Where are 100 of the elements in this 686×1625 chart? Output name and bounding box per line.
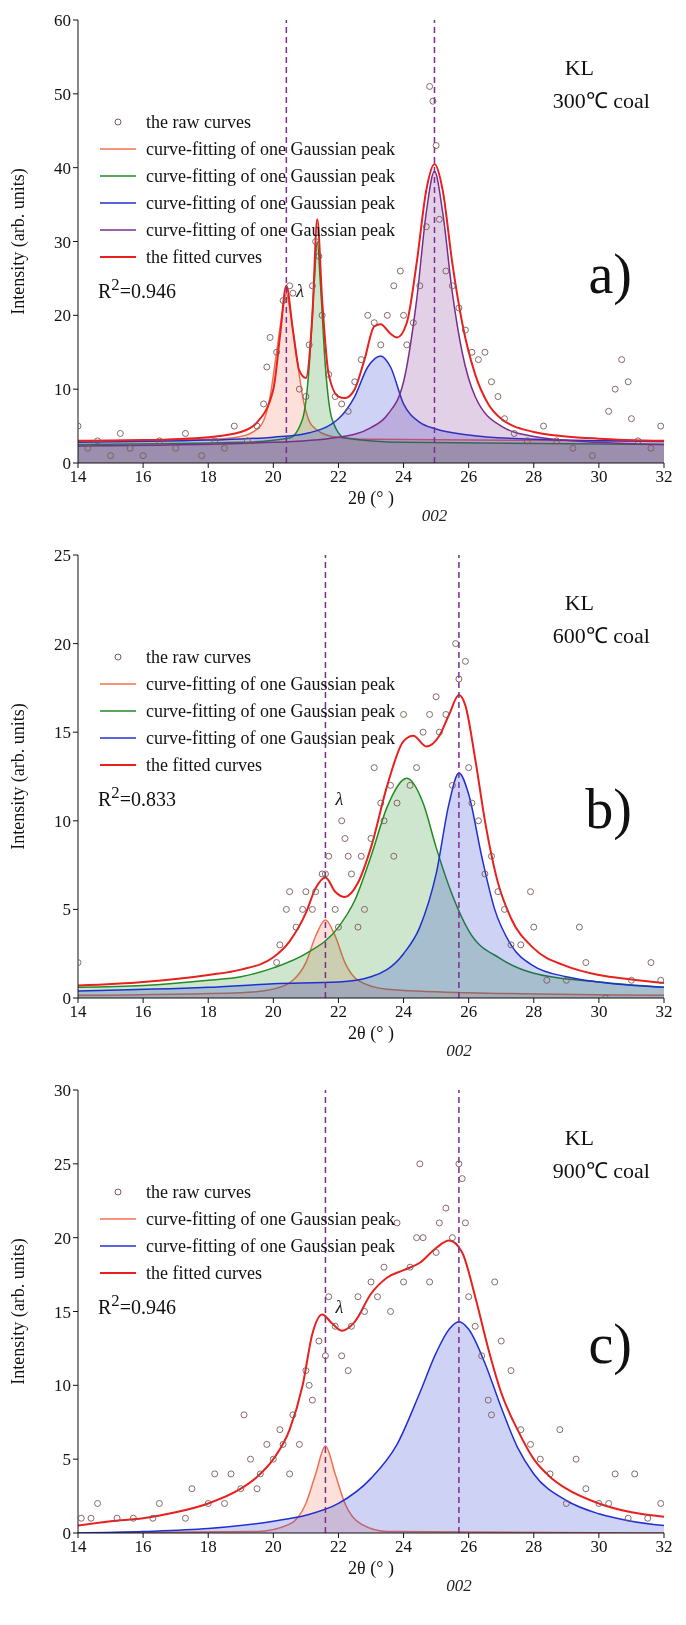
point [452,640,460,648]
point [380,817,388,825]
point [312,888,320,896]
x-tick-label: 26 [460,467,478,487]
point [527,888,534,896]
point [361,905,368,913]
y-tick-label: 30 [54,232,71,252]
x-axis-title: 2θ (° ) [348,1557,394,1579]
x-tick-label: 30 [590,467,608,487]
x-tick-label: 28 [525,1002,543,1022]
legend-label: the raw curves [146,646,251,668]
point [331,905,339,913]
point [286,888,294,896]
annotation: KL [564,55,594,81]
x-tick-label: 32 [655,1537,673,1557]
ref-line-label: λ [295,280,305,301]
x-axis-title: 2θ (° ) [348,1022,394,1044]
point [308,905,316,913]
ref-line-label: λ [334,1296,344,1317]
x-tick-label: 26 [460,1537,478,1557]
point [481,870,489,878]
y-tick-label: 10 [54,1376,71,1396]
annotation: R$^{2}$=0.946 [98,274,176,303]
text: 002 [421,506,448,525]
point [543,976,551,984]
text: 002 [446,1576,473,1595]
y-tick-label: 30 [54,1081,71,1101]
point [387,781,394,789]
y-tick-label: 5 [62,1450,71,1470]
point [575,923,583,931]
y-tick-label: 0 [62,454,71,474]
point [321,870,329,878]
x-tick-label: 16 [134,1537,152,1557]
x-tick-label: 24 [395,1002,413,1022]
annotation: a) [588,241,632,306]
legend-label: curve-fitting of one Gaussian peak [146,165,395,187]
point [494,888,502,896]
point [517,941,525,949]
point [393,799,401,807]
annotation: 600℃ coal [552,622,650,649]
x-tick-label: 22 [329,1002,347,1022]
point [299,905,307,913]
x-tick-label: 14 [69,1002,87,1022]
line-series [78,693,664,987]
point [413,764,421,772]
legend-label: curve-fitting of one Gaussian peak [146,700,395,722]
y-tick-label: 20 [54,1228,71,1248]
point [474,817,482,825]
x-tick-label: 28 [525,1537,543,1557]
annotation: KL [564,590,594,616]
point [501,905,508,913]
x-tick-label: 18 [199,1537,217,1557]
point [400,711,408,718]
y-tick-label: 0 [62,989,71,1009]
y-tick-label: 50 [54,84,71,104]
point [341,835,349,842]
x-axis-title: 2θ (° ) [348,487,394,509]
x-tick-label: 30 [590,1537,608,1557]
ref-line-label: λ [334,788,344,809]
x-tick-label: 24 [395,467,413,487]
point [432,693,440,701]
point [367,835,375,842]
y-tick-label: 20 [54,306,71,326]
point [426,711,434,718]
point [318,870,326,878]
annotation: c) [588,1311,632,1376]
annotation: b) [585,776,632,841]
point [530,923,538,931]
legend-label: curve-fitting of one Gaussian peak [146,673,395,695]
point [461,657,469,665]
x-tick-label: 20 [264,1002,282,1022]
annotation: R$^{2}$=0.946 [98,1290,176,1319]
x-tick-label: 16 [134,467,152,487]
point [455,675,463,683]
y-tick-label: 40 [54,158,71,178]
point [273,959,281,967]
annotation: KL [564,1125,594,1151]
x-tick-label: 14 [69,467,87,487]
legend-label: the fitted curves [146,754,262,776]
x-tick-label: 28 [525,467,543,487]
x-tick-label: 20 [264,1537,282,1557]
point [325,852,333,860]
y-tick-label: 25 [54,1154,71,1174]
point [406,781,414,789]
legend-label: curve-fitting of one Gaussian peak [146,1208,395,1230]
x-tick-label: 14 [69,1537,87,1557]
y-tick-label: 15 [54,723,71,743]
annotation: R$^{2}$=0.833 [98,782,176,811]
legend-label: curve-fitting of one Gaussian peak [146,1235,395,1257]
annotation: 300℃ coal [552,87,650,114]
x-tick-label: 18 [199,467,217,487]
point [357,852,365,860]
point [507,941,515,949]
x-tick-label: 32 [655,1002,673,1022]
legend-label: the raw curves [146,111,251,133]
x-tick-label: 26 [460,1002,478,1022]
point [276,941,284,949]
y-tick-label: 25 [54,546,71,566]
legend-label: the raw curves [146,1181,251,1203]
x-tick-label: 22 [329,467,347,487]
